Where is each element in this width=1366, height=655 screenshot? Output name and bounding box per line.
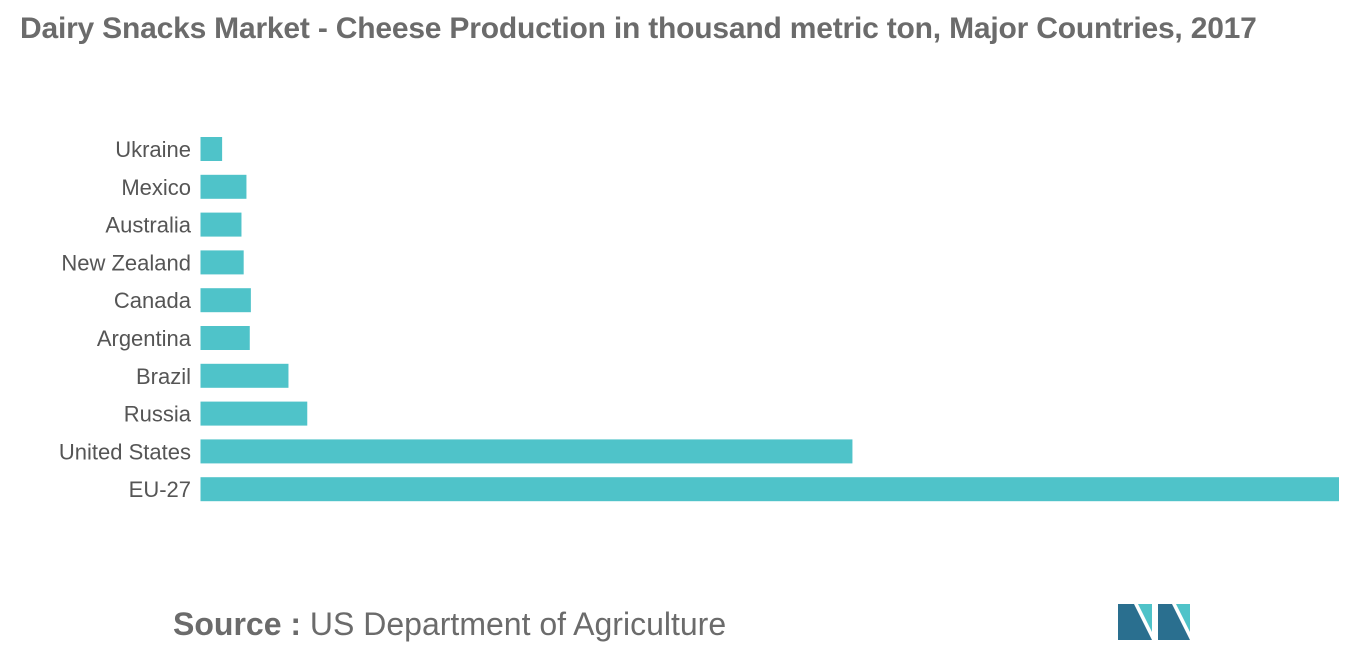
category-label: Mexico (121, 175, 191, 200)
bar-mexico (200, 174, 247, 199)
bar-russia (200, 401, 308, 426)
source-text: US Department of Agriculture (309, 606, 727, 642)
bar-chart: Ukraine Mexico Australia New Zealand Canada A… (58, 137, 1339, 503)
category-label: Russia (124, 402, 192, 427)
category-label: EU-27 (129, 477, 191, 502)
bar-australia (200, 212, 242, 237)
category-label: Australia (105, 213, 191, 238)
category-label: Canada (114, 288, 192, 313)
bar-brazil (200, 363, 289, 388)
bar-ukraine (200, 137, 223, 161)
source-note: Source : US Department of Agriculture (173, 606, 726, 643)
bar-canada (200, 288, 251, 313)
chart-title: Dairy Snacks Market - Cheese Production … (20, 12, 1257, 45)
bar-eu-27 (200, 477, 1339, 502)
source-label: Source : (173, 606, 302, 642)
bar-new-zealand (200, 250, 244, 275)
category-label: New Zealand (61, 250, 191, 275)
bar-argentina (200, 326, 250, 350)
category-label: Ukraine (115, 137, 191, 162)
bar-united-states (200, 439, 853, 464)
category-labels-group: Ukraine Mexico Australia New Zealand Canada A… (59, 137, 192, 502)
category-label: Brazil (136, 364, 191, 389)
bars-group (200, 137, 1339, 502)
category-label: United States (59, 439, 191, 464)
category-label: Argentina (97, 326, 192, 351)
mordor-intelligence-logo-icon (1118, 604, 1190, 640)
